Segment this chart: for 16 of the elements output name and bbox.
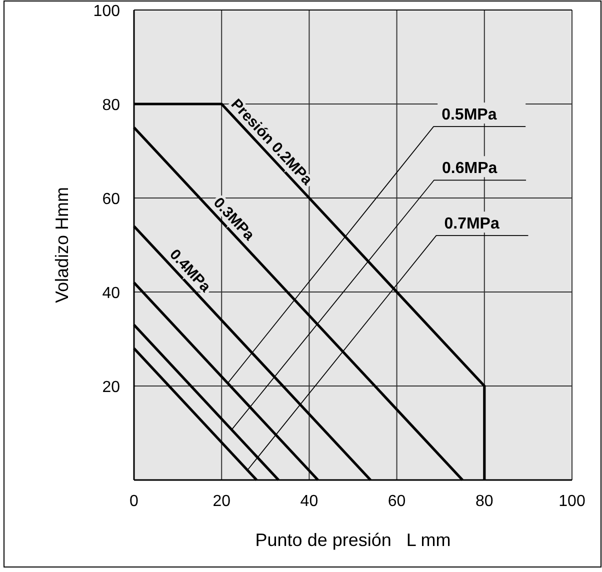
text: 0.6MPa (442, 160, 498, 178)
x-axis-title: Punto de presión L mm (255, 530, 451, 550)
y-axis-title: Voladizo Hmm (52, 186, 72, 304)
x-tick-label: 80 (476, 493, 494, 510)
text: 0.7MPa (444, 216, 500, 233)
x-tick-label: 20 (212, 493, 231, 510)
y-tick-label: 80 (102, 97, 120, 114)
x-tick-label: 60 (388, 493, 406, 510)
text: 0.5MPa (442, 106, 497, 124)
y-tick-label: 60 (102, 191, 120, 208)
y-tick-label: 40 (102, 285, 120, 302)
y-tick-label: 20 (102, 379, 120, 396)
y-tick-label: 100 (93, 3, 120, 20)
x-tick-label: 40 (300, 493, 318, 510)
x-tick-label: 100 (558, 493, 586, 510)
x-tick-label: 0 (130, 493, 139, 510)
